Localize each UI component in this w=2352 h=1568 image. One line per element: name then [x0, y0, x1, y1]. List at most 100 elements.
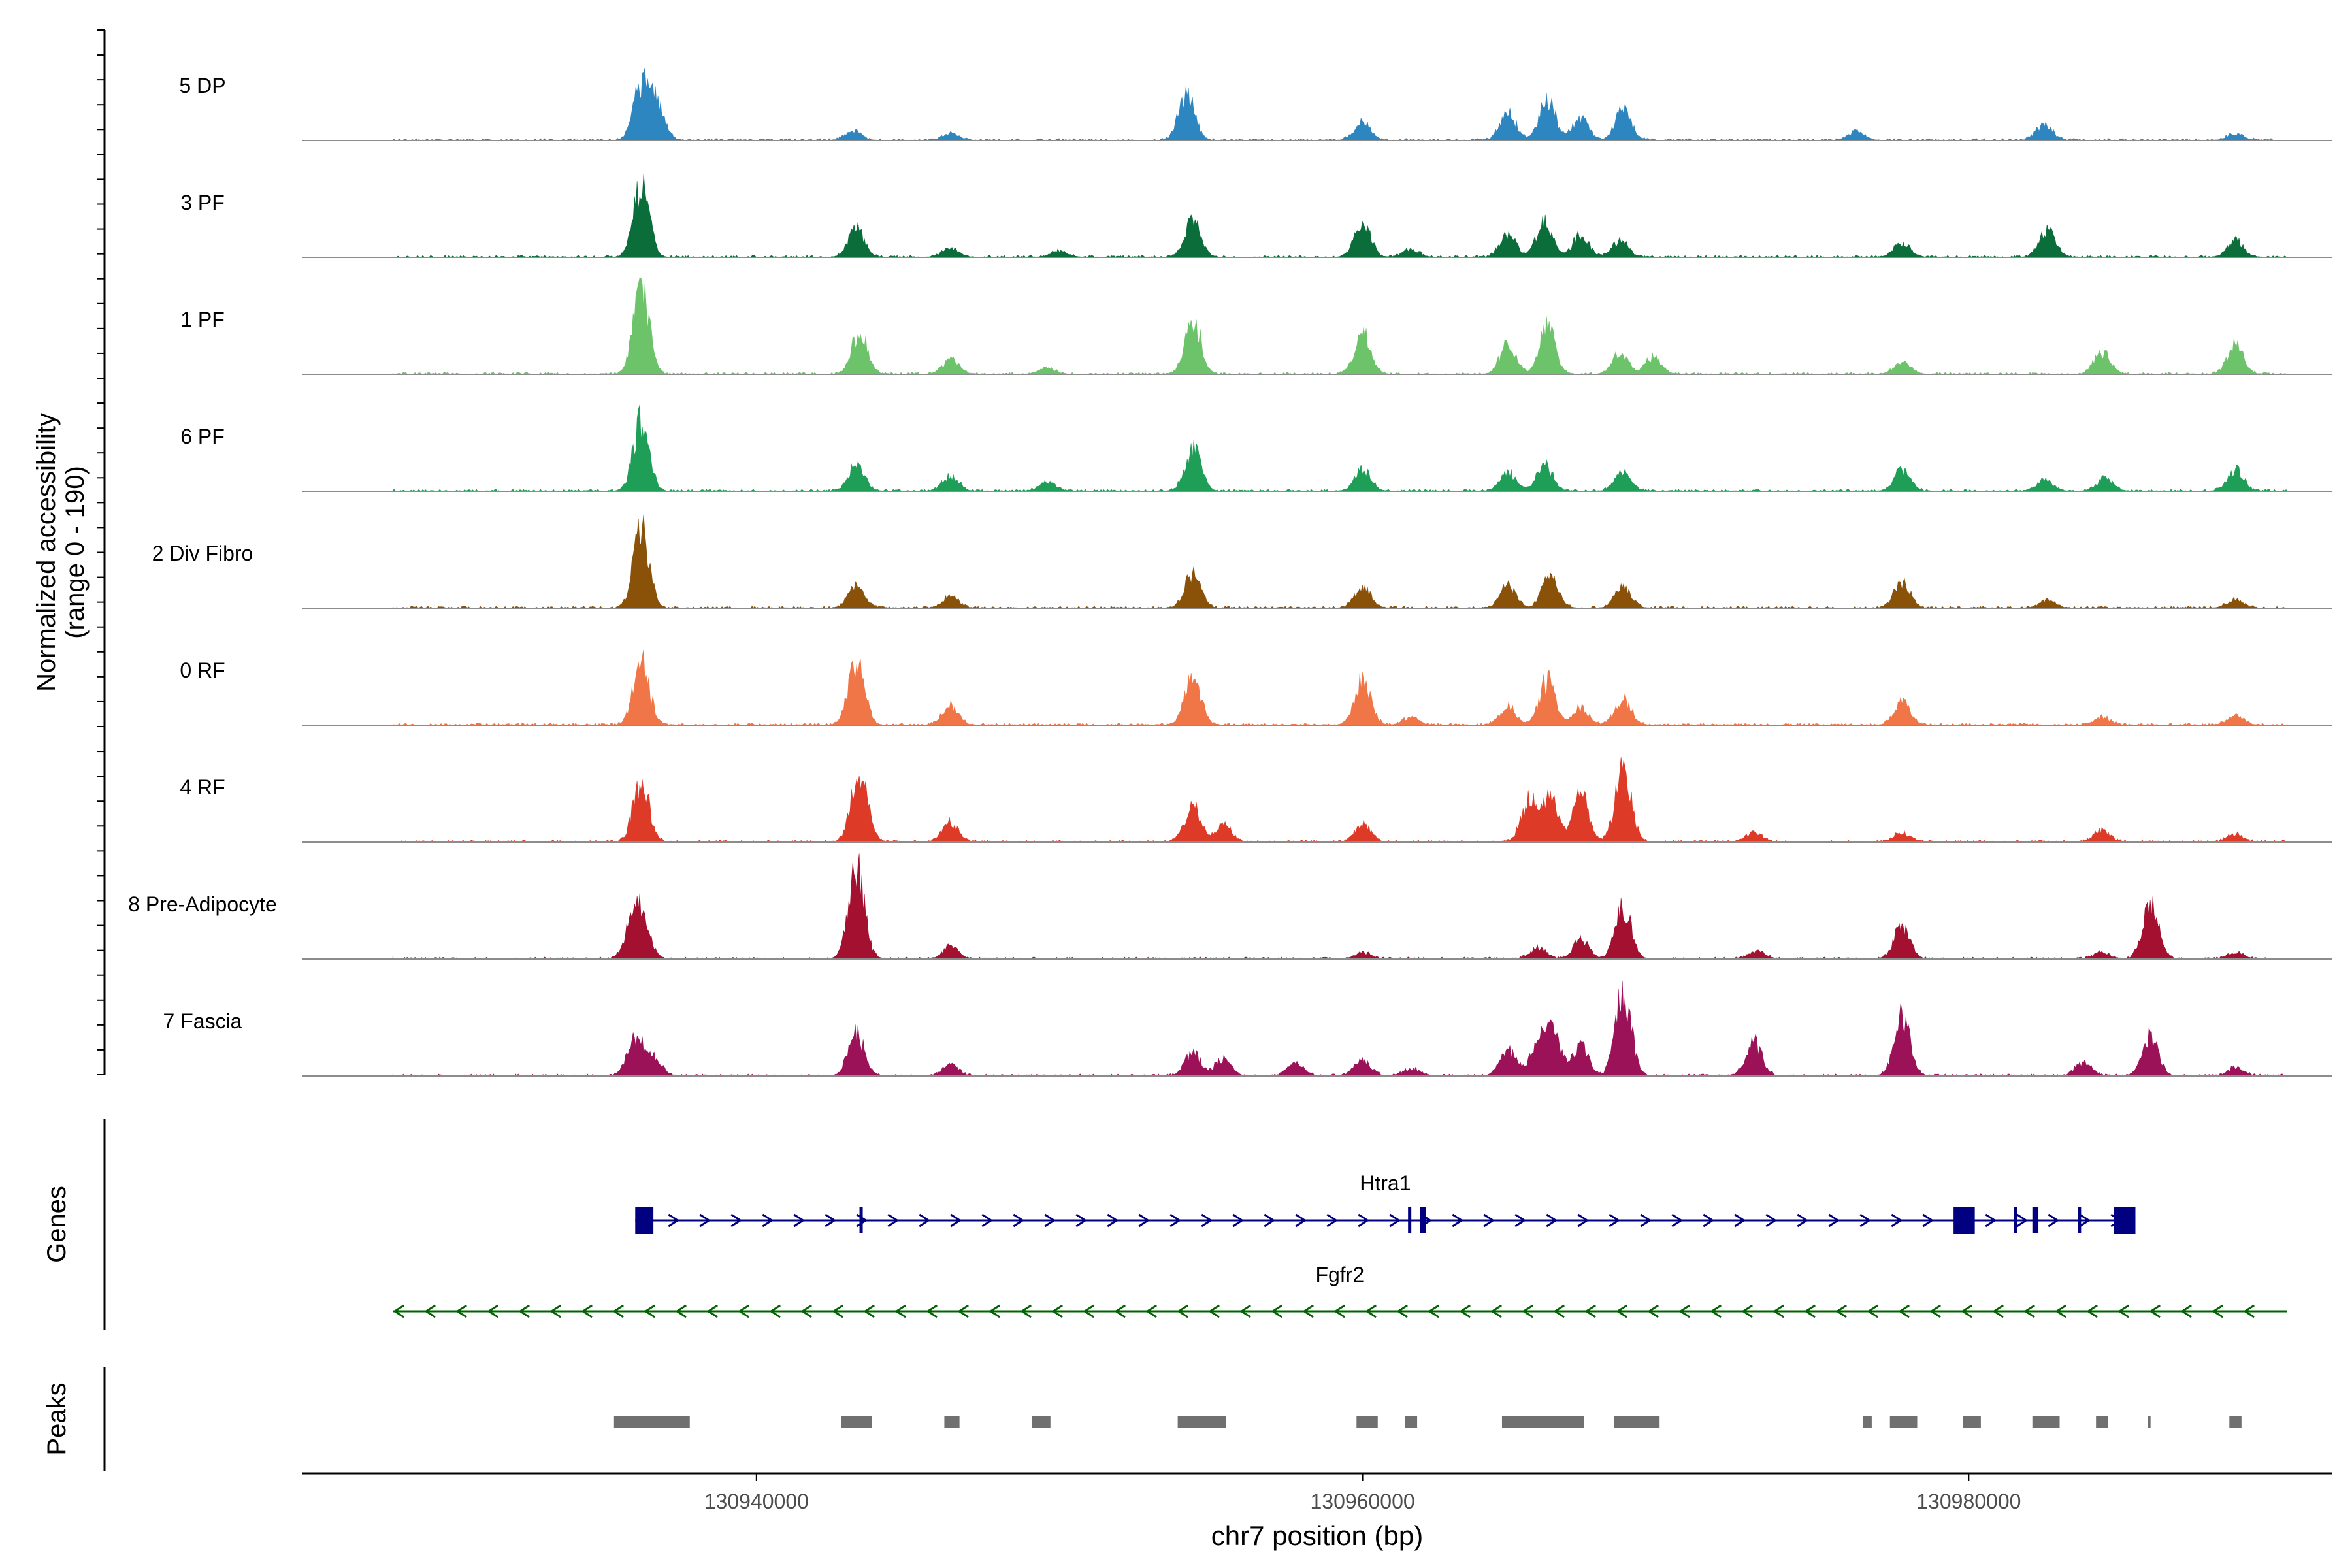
strand-arrow-icon [2086, 1304, 2098, 1318]
exon-block [2014, 1207, 2017, 1233]
strand-arrow-icon [1428, 1304, 1439, 1318]
strand-arrow-icon [1490, 1304, 1502, 1318]
strand-arrow-icon [762, 1213, 774, 1228]
genes-panel-label: Genes [42, 1186, 71, 1263]
strand-arrow-icon [1208, 1304, 1220, 1318]
coverage-track [302, 757, 2332, 843]
strand-arrow-icon [1051, 1304, 1063, 1318]
strand-arrow-icon [455, 1304, 467, 1318]
strand-arrow-icon [1452, 1213, 1464, 1228]
x-tick-label: 130940000 [704, 1490, 809, 1513]
strand-arrow-icon [1232, 1213, 1245, 1228]
coverage-track [302, 649, 2332, 726]
coverage-area [392, 277, 2287, 375]
strand-arrow-icon [393, 1304, 404, 1318]
peak-region [1032, 1416, 1051, 1428]
track-label: 3 PF [180, 191, 225, 214]
strand-arrow-icon [1828, 1213, 1840, 1228]
exon-block [1953, 1207, 1975, 1234]
gene-model: Fgfr2 [393, 1263, 2287, 1318]
panel-labels: 5 DP 3 PF 1 PF 6 PF 2 Div Fibro 0 RF 4 RF 8 Pre… [32, 29, 277, 1075]
strand-arrow-icon [1138, 1213, 1151, 1228]
strand-arrow-icon [1013, 1213, 1025, 1228]
strand-arrow-icon [1929, 1304, 1941, 1318]
track-label: 4 RF [180, 776, 225, 799]
strand-arrow-icon [1271, 1304, 1282, 1318]
strand-arrow-icon [1797, 1213, 1809, 1228]
strand-arrow-icon [706, 1304, 718, 1318]
coverage-area [392, 404, 2287, 492]
strand-arrow-icon [950, 1213, 962, 1228]
coverage-area [392, 853, 2287, 960]
peak-region [613, 1416, 690, 1428]
strand-arrow-icon [1145, 1304, 1157, 1318]
strand-arrow-icon [1295, 1213, 1307, 1228]
track-label: 2 Div Fibro [152, 542, 253, 565]
strand-arrow-icon [863, 1304, 875, 1318]
strand-arrow-icon [668, 1213, 680, 1228]
strand-arrow-icon [1264, 1213, 1276, 1228]
strand-arrow-icon [1459, 1304, 1471, 1318]
strand-arrow-icon [1020, 1304, 1032, 1318]
x-tick-label: 130960000 [1310, 1490, 1414, 1513]
strand-arrow-icon [699, 1213, 711, 1228]
strand-arrow-icon [1898, 1304, 1910, 1318]
coverage-tracks [302, 67, 2332, 1077]
strand-arrow-icon [981, 1213, 994, 1228]
coverage-track [302, 67, 2332, 141]
peak-region [2096, 1416, 2108, 1428]
strand-arrow-icon [2212, 1304, 2223, 1318]
strand-arrow-icon [1640, 1213, 1652, 1228]
exon-block [635, 1207, 654, 1234]
peak-region [1177, 1416, 1226, 1428]
strand-arrow-icon [1867, 1304, 1878, 1318]
exon-block [859, 1207, 863, 1233]
gene-name-label: Fgfr2 [1315, 1263, 1364, 1286]
coverage-track [302, 173, 2332, 258]
strand-arrow-icon [832, 1304, 843, 1318]
peak-region [841, 1416, 872, 1428]
strand-arrow-icon [1647, 1304, 1659, 1318]
strand-arrow-icon [1678, 1304, 1690, 1318]
peak-annotation-panel: Peaks [42, 1367, 2242, 1471]
strand-arrow-icon [2117, 1304, 2129, 1318]
strand-arrow-icon [1075, 1213, 1088, 1228]
strand-arrow-icon [1114, 1304, 1126, 1318]
strand-arrow-icon [1835, 1304, 1847, 1318]
coverage-area [392, 757, 2288, 843]
strand-arrow-icon [738, 1304, 749, 1318]
peak-region [2148, 1416, 2151, 1428]
strand-arrow-icon [1804, 1304, 1816, 1318]
peak-region [1614, 1416, 1660, 1428]
strand-arrow-icon [1734, 1213, 1746, 1228]
peak-region [944, 1416, 960, 1428]
strand-arrow-icon [926, 1304, 938, 1318]
strand-arrow-icon [1772, 1304, 1784, 1318]
strand-arrow-icon [2023, 1304, 2035, 1318]
strand-arrow-icon [2048, 1213, 2060, 1228]
strand-arrow-icon [1358, 1213, 1370, 1228]
y-axis-label-line2: (range 0 - 190) [61, 466, 90, 639]
strand-arrow-icon [1671, 1213, 1684, 1228]
strand-arrow-icon [1169, 1213, 1182, 1228]
strand-arrow-icon [2016, 1213, 2029, 1228]
exon-block [1420, 1207, 1426, 1233]
strand-arrow-icon [988, 1304, 1000, 1318]
strand-arrow-icon [1922, 1213, 1935, 1228]
coverage-area [392, 981, 2287, 1077]
strand-arrow-icon [1389, 1213, 1401, 1228]
strand-arrow-icon [825, 1213, 837, 1228]
strand-arrow-icon [957, 1304, 969, 1318]
peak-region [2032, 1416, 2060, 1428]
strand-arrow-icon [1859, 1213, 1872, 1228]
x-axis-label: chr7 position (bp) [1211, 1520, 1424, 1551]
strand-arrow-icon [730, 1213, 743, 1228]
x-tick-label: 130980000 [1916, 1490, 2021, 1513]
track-label: 5 DP [179, 74, 225, 97]
strand-arrow-icon [2149, 1304, 2161, 1318]
strand-arrow-icon [1326, 1213, 1339, 1228]
strand-arrow-icon [1083, 1304, 1094, 1318]
strand-arrow-icon [1703, 1213, 1715, 1228]
strand-arrow-icon [612, 1304, 624, 1318]
peak-region [1501, 1416, 1584, 1428]
